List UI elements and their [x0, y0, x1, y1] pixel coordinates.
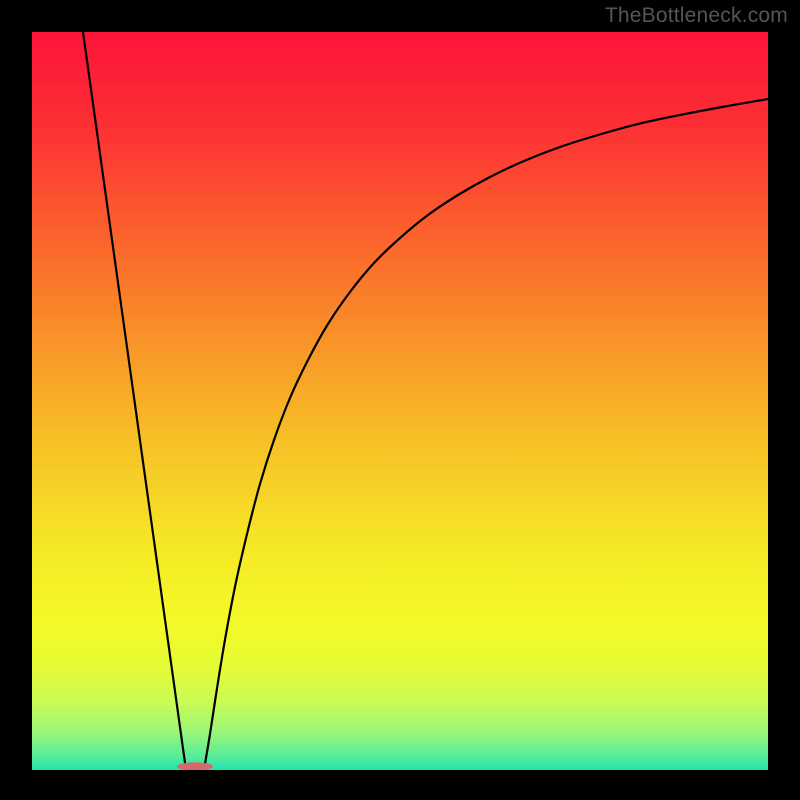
bottleneck-chart: TheBottleneck.com: [0, 0, 800, 800]
bottleneck-curve: [32, 32, 768, 770]
watermark-text: TheBottleneck.com: [605, 4, 788, 28]
left-descent-line: [83, 32, 186, 770]
plot-area: [32, 32, 768, 770]
valley-marker: [177, 762, 213, 770]
right-asymptote-curve: [204, 99, 768, 770]
